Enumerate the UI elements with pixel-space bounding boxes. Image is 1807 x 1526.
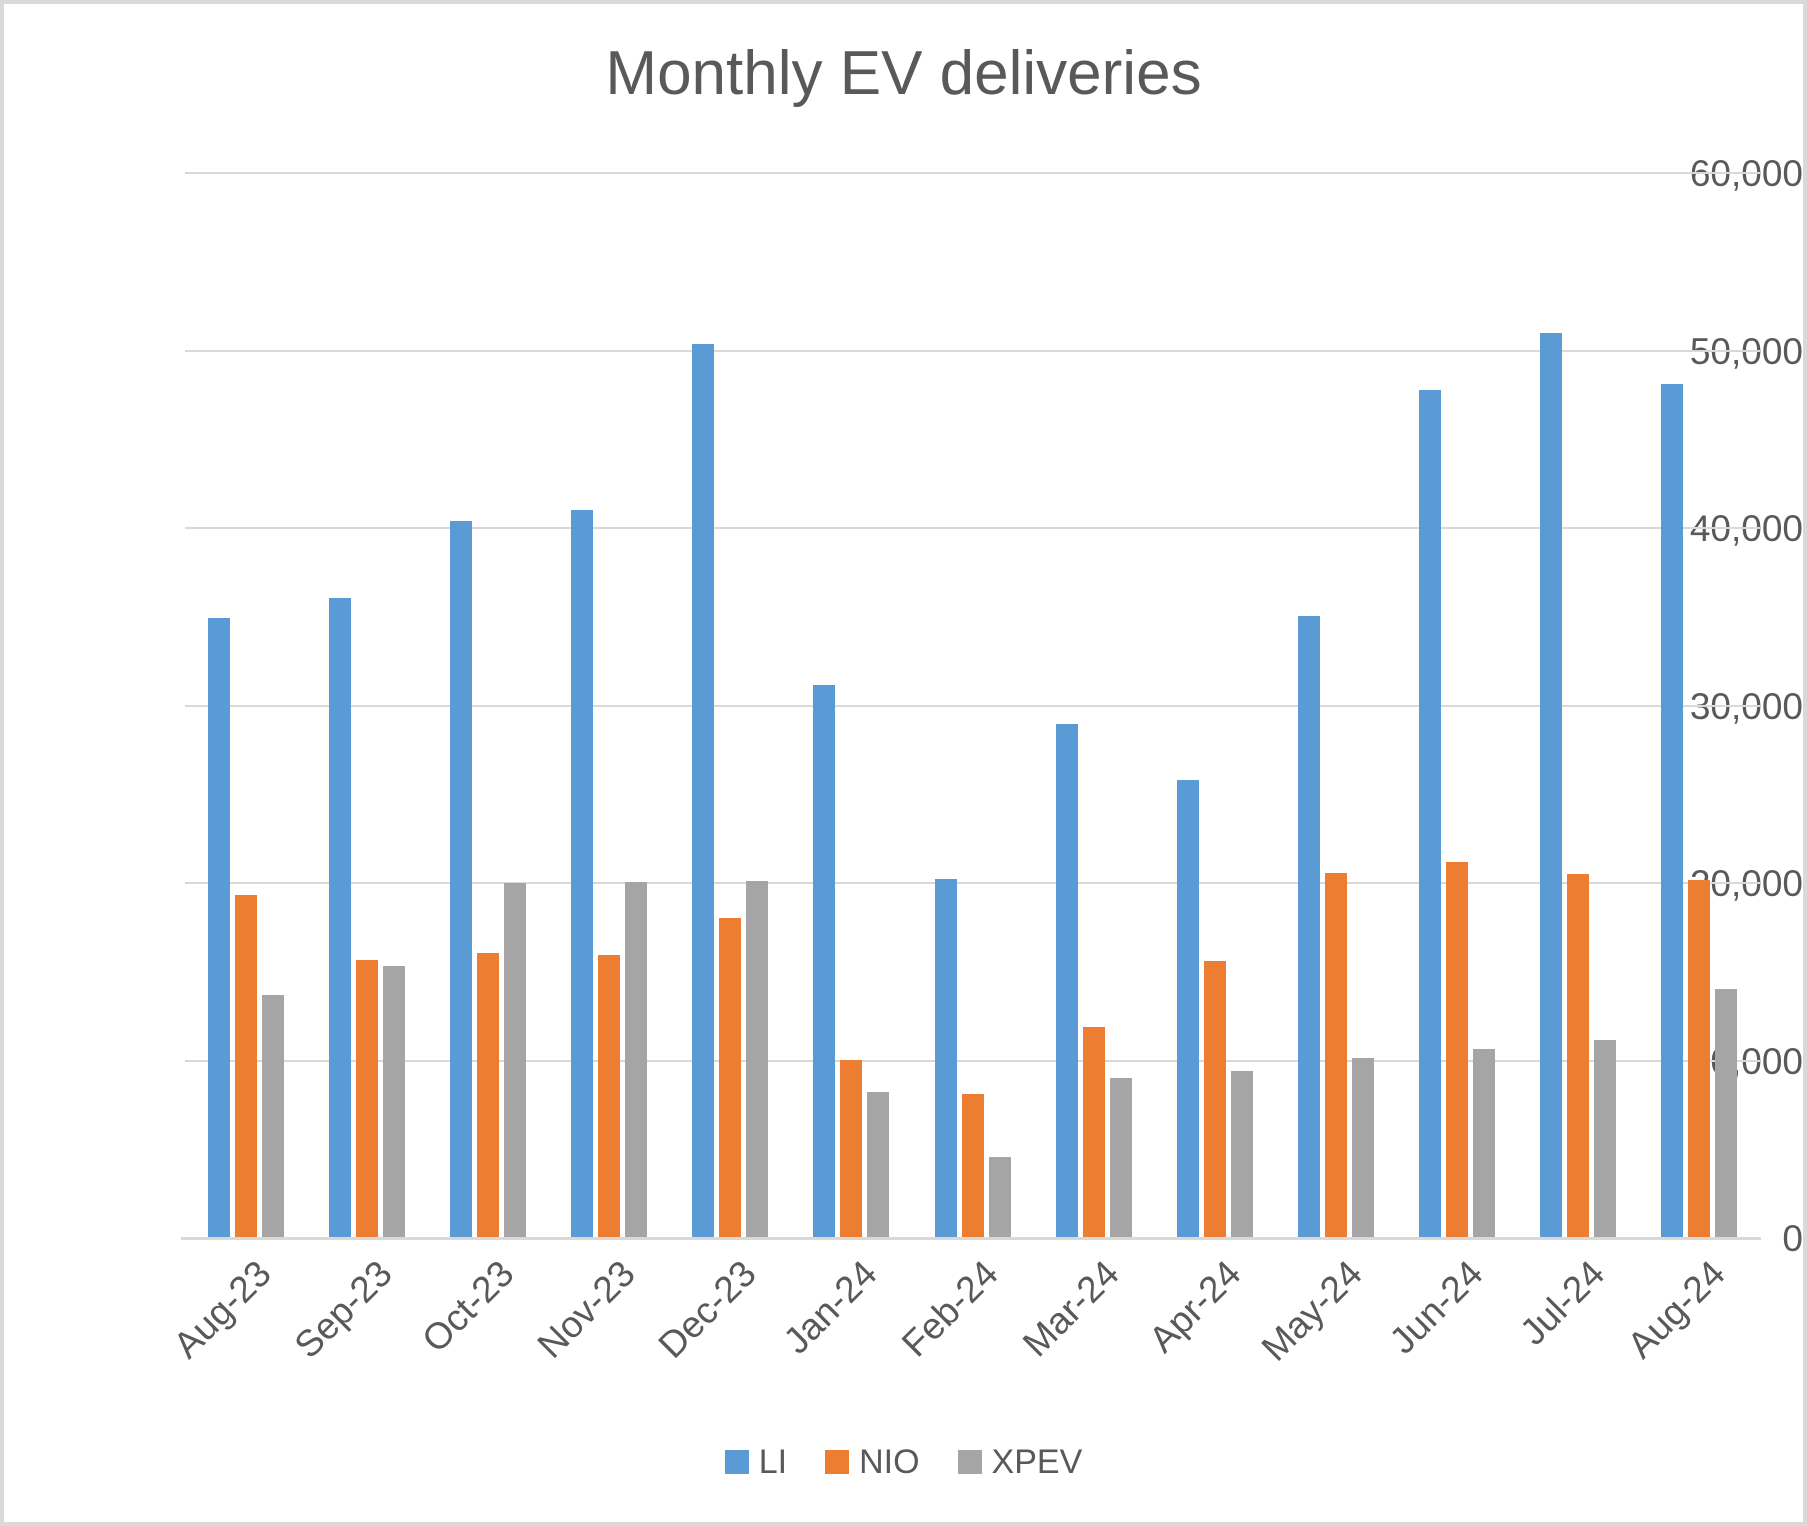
bar-li-aug-24 xyxy=(1661,383,1684,1238)
bar-li-jul-24 xyxy=(1540,332,1563,1238)
bar-xpev-nov-23 xyxy=(625,882,648,1238)
bar-nio-feb-24 xyxy=(961,1093,984,1238)
x-tick-label-jul-24: Jul-24 xyxy=(1511,1252,1612,1353)
x-tick-label-dec-23: Dec-23 xyxy=(650,1252,764,1366)
legend: LI NIO XPEV xyxy=(4,1445,1803,1479)
x-axis-line xyxy=(181,1237,1761,1240)
bar-nio-oct-23 xyxy=(476,952,499,1238)
legend-item-li: LI xyxy=(724,1443,788,1481)
x-tick-label-feb-24: Feb-24 xyxy=(894,1252,1007,1365)
bar-li-dec-23 xyxy=(692,344,715,1238)
bar-xpev-feb-24 xyxy=(988,1157,1011,1238)
gridline-60000 xyxy=(185,172,1760,174)
x-tick-label-mar-24: Mar-24 xyxy=(1015,1252,1128,1365)
x-tick-label-jan-24: Jan-24 xyxy=(775,1252,885,1362)
bar-nio-mar-24 xyxy=(1082,1027,1105,1238)
bar-xpev-jun-24 xyxy=(1473,1048,1496,1238)
gridline-40000 xyxy=(185,527,1760,529)
bar-xpev-sep-23 xyxy=(382,966,405,1238)
gridline-50000 xyxy=(185,349,1760,352)
bar-li-feb-24 xyxy=(934,878,957,1238)
bar-xpev-aug-24 xyxy=(1715,988,1738,1238)
bar-xpev-dec-23 xyxy=(746,880,769,1238)
legend-item-nio: NIO xyxy=(825,1443,920,1481)
x-tick-label-nov-23: Nov-23 xyxy=(529,1252,643,1366)
legend-item-xpev: XPEV xyxy=(957,1443,1083,1481)
bar-nio-jan-24 xyxy=(840,1059,863,1238)
bar-li-aug-23 xyxy=(207,618,230,1238)
bar-nio-dec-23 xyxy=(719,918,742,1238)
bar-xpev-may-24 xyxy=(1351,1057,1374,1238)
bar-li-nov-23 xyxy=(571,509,594,1238)
bar-nio-may-24 xyxy=(1324,873,1347,1238)
x-tick-label-aug-24: Aug-24 xyxy=(1619,1252,1734,1366)
x-tick-label-apr-24: Apr-24 xyxy=(1140,1252,1249,1361)
y-tick-label: 0 xyxy=(1782,1218,1803,1259)
gridline-20000 xyxy=(185,882,1760,884)
bar-xpev-mar-24 xyxy=(1109,1077,1132,1238)
x-tick-label-aug-23: Aug-23 xyxy=(165,1252,280,1366)
bar-nio-sep-23 xyxy=(355,960,378,1238)
bar-nio-jul-24 xyxy=(1567,874,1590,1238)
bar-xpev-jan-24 xyxy=(867,1091,890,1238)
chart-title: Monthly EV deliveries xyxy=(605,39,1202,108)
bar-li-apr-24 xyxy=(1176,780,1199,1238)
bar-nio-apr-24 xyxy=(1203,960,1226,1238)
plot-area xyxy=(185,172,1760,1238)
legend-swatch-li xyxy=(724,1450,749,1474)
legend-label-nio: NIO xyxy=(859,1443,920,1481)
x-tick-label-oct-23: Oct-23 xyxy=(413,1252,522,1361)
bar-nio-nov-23 xyxy=(598,954,621,1238)
bar-li-mar-24 xyxy=(1055,723,1078,1238)
bar-xpev-apr-24 xyxy=(1230,1071,1253,1238)
bar-li-may-24 xyxy=(1297,616,1320,1238)
bar-xpev-oct-23 xyxy=(503,882,526,1238)
bar-nio-aug-24 xyxy=(1688,879,1711,1238)
bar-xpev-aug-23 xyxy=(261,995,284,1238)
x-tick-label-jun-24: Jun-24 xyxy=(1381,1252,1491,1362)
legend-label-xpev: XPEV xyxy=(991,1443,1083,1481)
bar-li-oct-23 xyxy=(449,520,472,1238)
bar-li-jun-24 xyxy=(1419,390,1442,1238)
gridline-30000 xyxy=(185,704,1760,707)
gridline-10000 xyxy=(185,1059,1760,1062)
bar-li-jan-24 xyxy=(813,684,836,1238)
bar-li-sep-23 xyxy=(328,597,351,1238)
bar-xpev-jul-24 xyxy=(1594,1040,1617,1238)
x-tick-label-may-24: May-24 xyxy=(1253,1252,1370,1369)
bar-nio-aug-23 xyxy=(234,894,257,1238)
legend-swatch-xpev xyxy=(957,1450,982,1474)
legend-label-li: LI xyxy=(758,1443,788,1481)
bar-nio-jun-24 xyxy=(1446,861,1469,1238)
x-tick-label-sep-23: Sep-23 xyxy=(286,1252,401,1366)
legend-swatch-nio xyxy=(825,1450,850,1474)
